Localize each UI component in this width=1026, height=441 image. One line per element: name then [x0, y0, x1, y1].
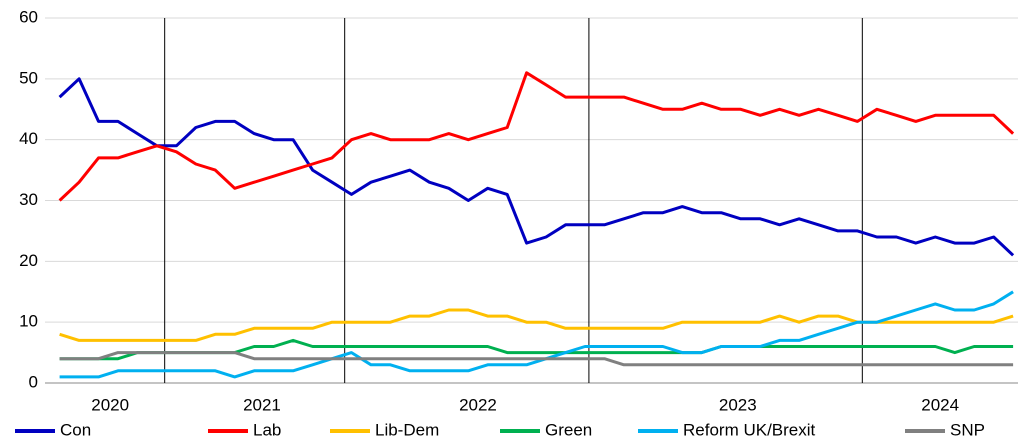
series-line — [59, 308, 1014, 342]
legend-label: Green — [545, 420, 592, 439]
y-tick-label: 0 — [29, 372, 38, 391]
y-tick-label: 10 — [19, 312, 38, 331]
legend-label: Lib-Dem — [375, 420, 439, 439]
x-tick-label: 2021 — [243, 395, 281, 414]
legend-label: SNP — [950, 420, 985, 439]
legend-label: Reform UK/Brexit — [683, 420, 816, 439]
series-line — [58, 71, 1015, 202]
series-line — [58, 77, 1015, 257]
x-tick-label: 2024 — [921, 395, 959, 414]
y-tick-label: 40 — [19, 129, 38, 148]
y-tick-label: 20 — [19, 251, 38, 270]
legend-label: Con — [60, 420, 91, 439]
x-tick-label: 2023 — [719, 395, 757, 414]
y-tick-label: 30 — [19, 190, 38, 209]
series-line — [59, 338, 1014, 361]
series-line — [59, 351, 1014, 367]
y-tick-label: 50 — [19, 68, 38, 87]
x-tick-label: 2020 — [91, 395, 129, 414]
legend-label: Lab — [253, 420, 281, 439]
series-line — [59, 290, 1014, 379]
y-tick-label: 60 — [19, 7, 38, 26]
x-tick-label: 2022 — [459, 395, 497, 414]
